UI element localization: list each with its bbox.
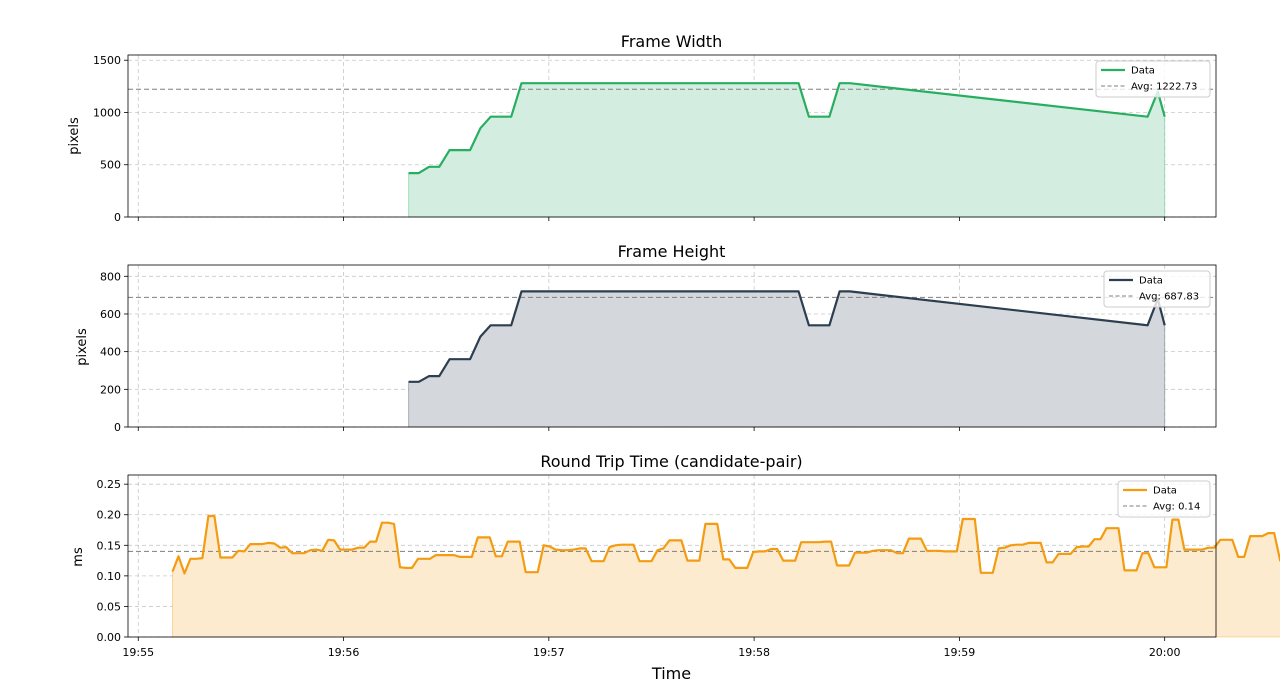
frame-width-axes: [127, 54, 1217, 218]
y-tick-label: 500: [100, 159, 121, 172]
y-tick-label: 800: [100, 270, 121, 283]
y-tick-label: 0.05: [97, 600, 122, 613]
frame-width-panel: Frame Width pixels 0 500 1000 1500 Data Avg…: [67, 32, 1217, 224]
y-tick-label: 0.00: [97, 631, 122, 644]
frame-width-xticks: [137, 217, 1166, 221]
frame-width-legend-data-label: Data: [1131, 66, 1155, 77]
frame-width-yticks: 0 500 1000 1500: [93, 54, 128, 224]
frame-height-axes: [127, 264, 1217, 428]
y-tick-label: 0.15: [97, 539, 122, 552]
frame-width-area: [408, 82, 1166, 218]
y-tick-label: 600: [100, 308, 121, 321]
y-tick-label: 0.20: [97, 509, 122, 522]
x-tick-label: 19:57: [533, 646, 565, 659]
frame-height-line: [408, 290, 1166, 383]
frame-height-legend: Data Avg: 687.83: [1103, 270, 1211, 308]
y-tick-label: 0: [114, 211, 121, 224]
round-trip-time-ylabel: ms: [71, 547, 86, 567]
frame-width-legend: Data Avg: 1222.73: [1095, 60, 1211, 98]
frame-height-title: Frame Height: [618, 242, 726, 261]
round-trip-time-legend-data-label: Data: [1153, 486, 1177, 497]
round-trip-time-legend-avg-label: Avg: 0.14: [1153, 502, 1200, 513]
round-trip-time-panel: Round Trip Time (candidate-pair) ms 0.00…: [71, 452, 1280, 659]
frame-height-panel: Frame Height pixels 0 200 400 600 800 Data A…: [75, 242, 1217, 434]
frame-height-area: [408, 290, 1166, 428]
round-trip-time-xticks: 19:55 19:56 19:57 19:58 19:59 20:00: [122, 637, 1181, 659]
frame-height-xticks: [137, 427, 1166, 431]
round-trip-time-legend: Data Avg: 0.14: [1117, 480, 1211, 518]
frame-width-legend-avg-label: Avg: 1222.73: [1131, 82, 1197, 93]
frame-width-ylabel: pixels: [67, 117, 82, 155]
x-tick-label: 20:00: [1149, 646, 1181, 659]
y-tick-label: 1000: [93, 106, 121, 119]
frame-height-ylabel: pixels: [75, 328, 90, 366]
x-tick-label: 19:55: [122, 646, 154, 659]
round-trip-time-title: Round Trip Time (candidate-pair): [540, 452, 802, 471]
x-tick-label: 19:58: [738, 646, 770, 659]
frame-width-line: [408, 82, 1166, 175]
frame-width-title: Frame Width: [621, 32, 722, 51]
round-trip-time-yticks: 0.00 0.05 0.10 0.15 0.20 0.25: [97, 478, 128, 644]
x-axis-label: Time: [651, 664, 691, 683]
y-tick-label: 0: [114, 421, 121, 434]
round-trip-time-line: [171, 514, 1280, 575]
y-tick-label: 400: [100, 346, 121, 359]
y-tick-label: 0.25: [97, 478, 122, 491]
frame-height-legend-data-label: Data: [1139, 276, 1163, 287]
y-tick-label: 0.10: [97, 570, 122, 583]
frame-height-legend-avg-label: Avg: 687.83: [1139, 292, 1199, 303]
y-tick-label: 200: [100, 383, 121, 396]
round-trip-time-axes: [127, 474, 1217, 638]
frame-height-yticks: 0 200 400 600 800: [100, 270, 128, 434]
x-tick-label: 19:56: [328, 646, 360, 659]
round-trip-time-area: [172, 515, 1280, 638]
x-tick-label: 19:59: [944, 646, 976, 659]
y-tick-label: 1500: [93, 54, 121, 67]
